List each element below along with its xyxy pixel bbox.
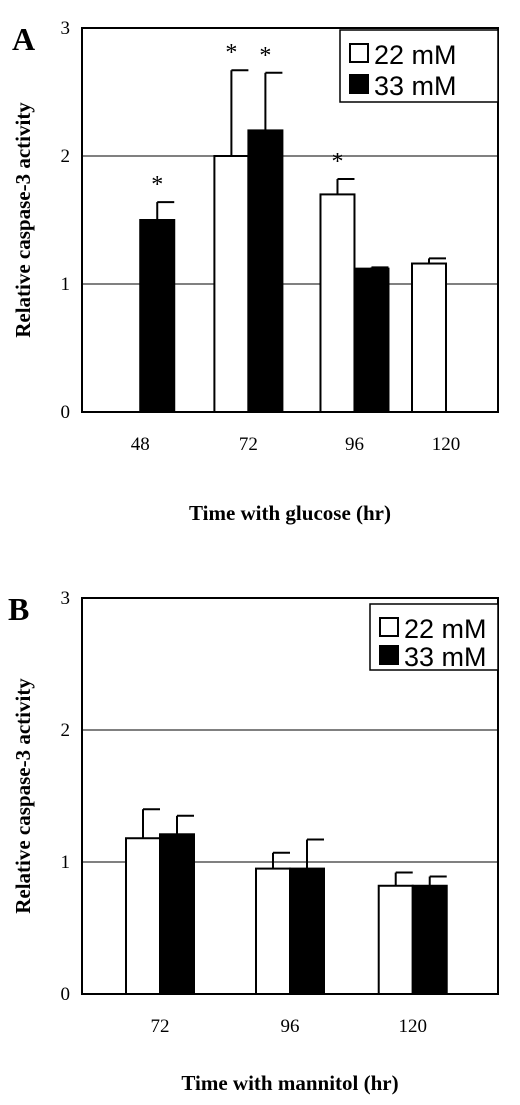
- y-tick-label: 2: [61, 720, 71, 741]
- legend-swatch: [379, 645, 399, 665]
- x-tick-label: 120: [398, 1016, 427, 1037]
- legend-swatch: [379, 617, 399, 637]
- bar: [139, 219, 176, 413]
- bar: [319, 193, 356, 413]
- bar: [125, 837, 161, 995]
- legend-swatch: [349, 74, 369, 94]
- x-tick-label: 72: [239, 434, 258, 455]
- bar: [377, 884, 414, 996]
- x-tick-label: 96: [281, 1016, 300, 1037]
- x-tick-label: 120: [432, 434, 461, 455]
- y-axis-title: Relative caspase-3 activity: [11, 102, 35, 338]
- y-tick-label: 3: [61, 588, 71, 609]
- y-tick-label: 1: [61, 274, 71, 295]
- bar: [159, 833, 195, 996]
- significance-marker: *: [259, 43, 271, 69]
- x-tick-label: 96: [345, 434, 364, 455]
- y-tick-label: 1: [61, 852, 71, 873]
- bar: [411, 884, 448, 996]
- significance-marker: *: [151, 172, 163, 198]
- bar: [289, 867, 325, 995]
- legend-label: 33 mM: [374, 71, 457, 101]
- bar: [213, 155, 250, 413]
- x-axis-title: Time with glucose (hr): [189, 501, 391, 525]
- y-tick-label: 2: [61, 146, 71, 167]
- legend-label: 22 mM: [404, 614, 487, 644]
- significance-marker: *: [331, 149, 343, 175]
- y-tick-label: 0: [61, 984, 71, 1005]
- panel-letter: A: [12, 21, 35, 57]
- y-axis-title: Relative caspase-3 activity: [11, 678, 35, 914]
- legend-swatch: [349, 43, 369, 63]
- x-tick-label: 48: [131, 434, 150, 455]
- x-axis-title: Time with mannitol (hr): [181, 1071, 398, 1095]
- y-tick-label: 0: [61, 402, 71, 423]
- bar: [247, 129, 284, 413]
- legend-label: 33 mM: [404, 642, 487, 672]
- legend-label: 22 mM: [374, 40, 457, 70]
- bar: [353, 267, 390, 414]
- panel-letter: B: [8, 591, 29, 627]
- bar: [255, 867, 291, 995]
- x-tick-label: 72: [151, 1016, 170, 1037]
- bar: [411, 262, 447, 413]
- y-tick-label: 3: [61, 18, 71, 39]
- significance-marker: *: [225, 40, 237, 66]
- plot-frame: [81, 27, 499, 413]
